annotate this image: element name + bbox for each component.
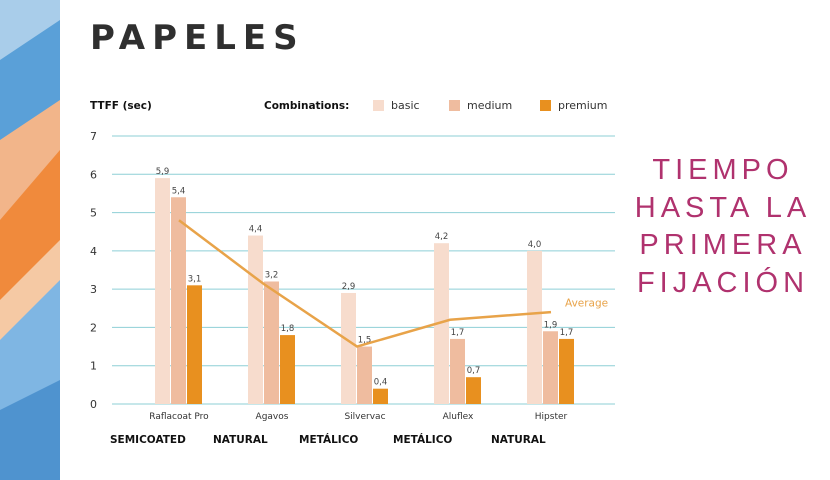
data-label: 4,2 xyxy=(435,232,449,242)
data-label: 0,7 xyxy=(467,366,481,376)
bar xyxy=(171,197,186,404)
legend-title: Combinations: xyxy=(264,100,349,112)
bar xyxy=(373,388,388,404)
data-label: 0,4 xyxy=(374,378,388,388)
y-tick-label: 5 xyxy=(90,207,97,220)
y-tick-label: 3 xyxy=(90,283,97,296)
bar xyxy=(543,331,558,404)
y-tick-label: 2 xyxy=(90,321,97,334)
bar xyxy=(341,292,356,404)
decorative-side-band xyxy=(0,0,60,480)
side-title-line: PRIMERA xyxy=(639,229,807,261)
legend-label: premium xyxy=(558,99,608,112)
bar xyxy=(155,178,170,404)
y-tick-label: 4 xyxy=(90,245,97,258)
side-title-line: TIEMPO xyxy=(652,154,794,186)
y-tick-label: 7 xyxy=(90,130,97,143)
data-label: 1,7 xyxy=(451,328,465,338)
side-title-line: FIJACIÓN xyxy=(636,266,810,299)
bar xyxy=(357,346,372,404)
data-label: 4,0 xyxy=(528,240,542,250)
data-label: 5,9 xyxy=(156,167,170,177)
bar xyxy=(280,335,295,404)
bar xyxy=(466,377,481,404)
data-label: 3,1 xyxy=(188,274,202,284)
legend-label: basic xyxy=(391,99,420,112)
y-axis-label: TTFF (sec) xyxy=(90,100,152,112)
data-label: 1,5 xyxy=(358,336,372,346)
data-label: 5,4 xyxy=(172,186,186,196)
category-type-label: METÁLICO xyxy=(393,434,453,446)
bar xyxy=(559,338,574,404)
category-type-label: SEMICOATED xyxy=(110,434,186,446)
average-line xyxy=(178,219,552,348)
legend-swatch xyxy=(373,100,384,111)
data-label: 4,4 xyxy=(249,225,263,235)
side-title: TIEMPO HASTA LA PRIMERA FIJACIÓN xyxy=(628,152,818,302)
legend-swatch xyxy=(449,100,460,111)
category-type-label: NATURAL xyxy=(213,434,268,446)
data-label: 1,7 xyxy=(560,328,574,338)
data-label: 2,9 xyxy=(342,282,356,292)
data-label: 1,9 xyxy=(544,320,558,330)
x-tick-label: Aluflex xyxy=(443,412,474,422)
x-tick-label: Raflacoat Pro xyxy=(149,412,209,422)
x-tick-label: Agavos xyxy=(256,412,289,422)
y-tick-label: 0 xyxy=(90,398,97,411)
side-title-line: HASTA LA xyxy=(634,191,812,224)
x-tick-label: Silvervac xyxy=(344,412,385,422)
data-label: 3,2 xyxy=(265,270,279,280)
bar xyxy=(264,281,279,404)
y-tick-label: 1 xyxy=(90,360,97,373)
legend-swatch xyxy=(540,100,551,111)
x-tick-label: Hipster xyxy=(535,412,568,422)
page-title: PAPELES xyxy=(90,18,305,58)
data-label: 1,8 xyxy=(281,324,295,334)
bar xyxy=(434,243,449,404)
category-type-label: NATURAL xyxy=(491,434,546,446)
category-type-label: METÁLICO xyxy=(299,434,359,446)
legend-label: medium xyxy=(467,99,512,112)
bar xyxy=(248,235,263,404)
bar xyxy=(187,285,202,404)
bar xyxy=(527,250,542,404)
average-line-label: Average xyxy=(565,297,608,309)
y-tick-label: 6 xyxy=(90,168,97,181)
bar xyxy=(450,338,465,404)
